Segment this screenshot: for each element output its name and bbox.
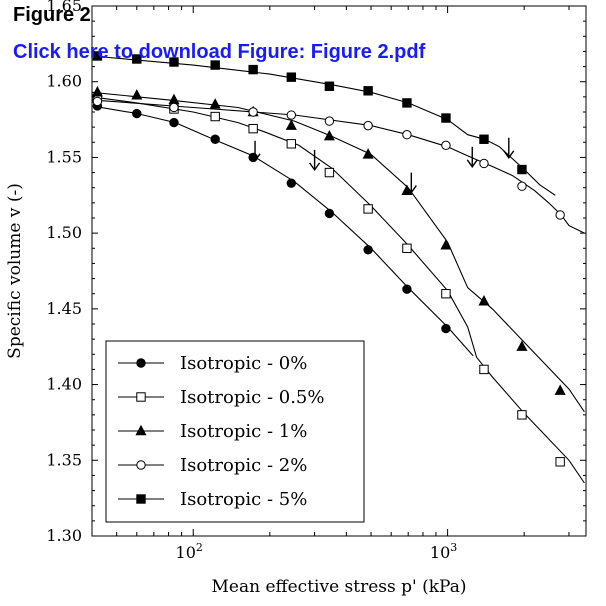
y-tick-label: 1.45 xyxy=(46,299,82,318)
arrow-down-icon xyxy=(249,140,261,162)
arrow-down-icon xyxy=(503,137,515,159)
data-point xyxy=(479,158,489,169)
y-tick-label: 1.50 xyxy=(46,223,82,242)
arrow-down-icon xyxy=(309,149,321,172)
data-point xyxy=(324,208,335,219)
y-tick-label: 1.30 xyxy=(46,526,82,545)
data-point xyxy=(286,72,297,82)
legend-label: Isotropic - 0.5% xyxy=(180,387,324,408)
series-5 xyxy=(92,51,556,196)
data-point xyxy=(169,57,179,67)
data-point xyxy=(248,64,258,75)
data-point xyxy=(402,284,412,294)
y-tick-label: 1.40 xyxy=(46,375,82,394)
data-point xyxy=(517,181,527,191)
legend-label: Isotropic - 2% xyxy=(180,455,307,476)
data-point xyxy=(210,134,220,144)
series-1 xyxy=(92,101,474,357)
data-point xyxy=(362,148,374,159)
legend-entry: Isotropic - 2% xyxy=(118,455,307,476)
data-point xyxy=(324,167,335,178)
x-tick-label: 102 xyxy=(176,541,203,562)
x-tick-label: 103 xyxy=(430,541,457,562)
y-tick-label: 1.60 xyxy=(46,72,82,91)
data-point xyxy=(441,113,451,123)
data-point xyxy=(363,204,373,214)
legend-marker xyxy=(135,424,147,436)
legend-marker xyxy=(136,358,146,368)
figure-label: Figure 2 xyxy=(13,4,91,26)
legend-entry: Isotropic - 1% xyxy=(118,421,307,442)
data-point xyxy=(363,86,373,96)
download-figure-link[interactable]: Click here to download Figure: Figure 2.… xyxy=(13,41,426,63)
data-point xyxy=(210,60,220,70)
data-point xyxy=(402,130,412,140)
data-point xyxy=(478,295,490,306)
data-point xyxy=(402,243,412,253)
arrow-down-icon xyxy=(405,172,417,194)
data-point xyxy=(248,123,258,134)
legend-marker xyxy=(136,392,146,402)
data-point xyxy=(286,110,297,120)
data-point xyxy=(402,98,412,108)
data-point xyxy=(517,164,527,175)
data-point xyxy=(92,51,103,61)
data-point xyxy=(441,140,451,151)
data-point xyxy=(363,120,373,131)
data-point xyxy=(209,98,221,109)
data-point xyxy=(132,54,142,64)
data-point xyxy=(323,129,335,141)
plot-frame xyxy=(91,5,587,537)
annotations xyxy=(249,137,515,194)
series-line xyxy=(92,55,556,196)
legend-entry: Isotropic - 0% xyxy=(118,353,307,374)
arrow-down-icon xyxy=(466,146,478,169)
data-point xyxy=(132,108,142,119)
data-point xyxy=(324,116,335,126)
y-tick-label: 1.55 xyxy=(46,147,82,166)
data-point xyxy=(168,93,180,105)
series-line xyxy=(92,105,474,357)
data-point xyxy=(324,81,335,91)
data-point xyxy=(169,102,179,113)
legend-marker xyxy=(136,494,146,504)
plot-area xyxy=(92,51,585,484)
legend-label: Isotropic - 0% xyxy=(180,353,307,374)
data-point xyxy=(554,384,566,395)
data-point xyxy=(248,107,258,117)
data-point xyxy=(441,323,451,334)
data-point xyxy=(285,119,297,130)
data-point xyxy=(441,289,451,299)
y-axis-label: Specific volume v (-) xyxy=(5,183,25,359)
series-4 xyxy=(92,96,585,234)
legend-marker xyxy=(136,460,146,470)
data-point xyxy=(516,340,528,351)
y-tick-label: 1.65 xyxy=(46,0,82,15)
legend: Isotropic - 0% Isotropic - 0.5% Isotropic … xyxy=(105,340,365,523)
data-point xyxy=(363,245,373,255)
legend-label: Isotropic - 1% xyxy=(180,421,307,442)
axis-ticks: 1.30 1.35 1.40 1.45 1.50 1.55 1.60 1.65 102 103 xyxy=(46,0,586,562)
legend-label: Isotropic - 5% xyxy=(180,489,307,510)
data-point xyxy=(517,410,527,420)
data-point xyxy=(555,210,565,220)
data-point xyxy=(479,364,489,375)
data-point xyxy=(210,111,220,122)
data-point xyxy=(131,89,143,100)
data-point xyxy=(92,96,103,107)
legend-entry: Isotropic - 0.5% xyxy=(118,387,324,408)
data-point xyxy=(286,139,297,149)
data-point xyxy=(169,117,179,128)
data-point xyxy=(440,238,452,250)
data-point xyxy=(479,134,489,144)
data-point xyxy=(286,178,297,188)
data-point xyxy=(92,86,103,97)
legend-entry: Isotropic - 5% xyxy=(118,489,307,510)
data-point xyxy=(555,457,565,467)
y-tick-label: 1.35 xyxy=(46,450,82,469)
x-axis-label: Mean effective stress p' (kPa) xyxy=(212,577,467,597)
